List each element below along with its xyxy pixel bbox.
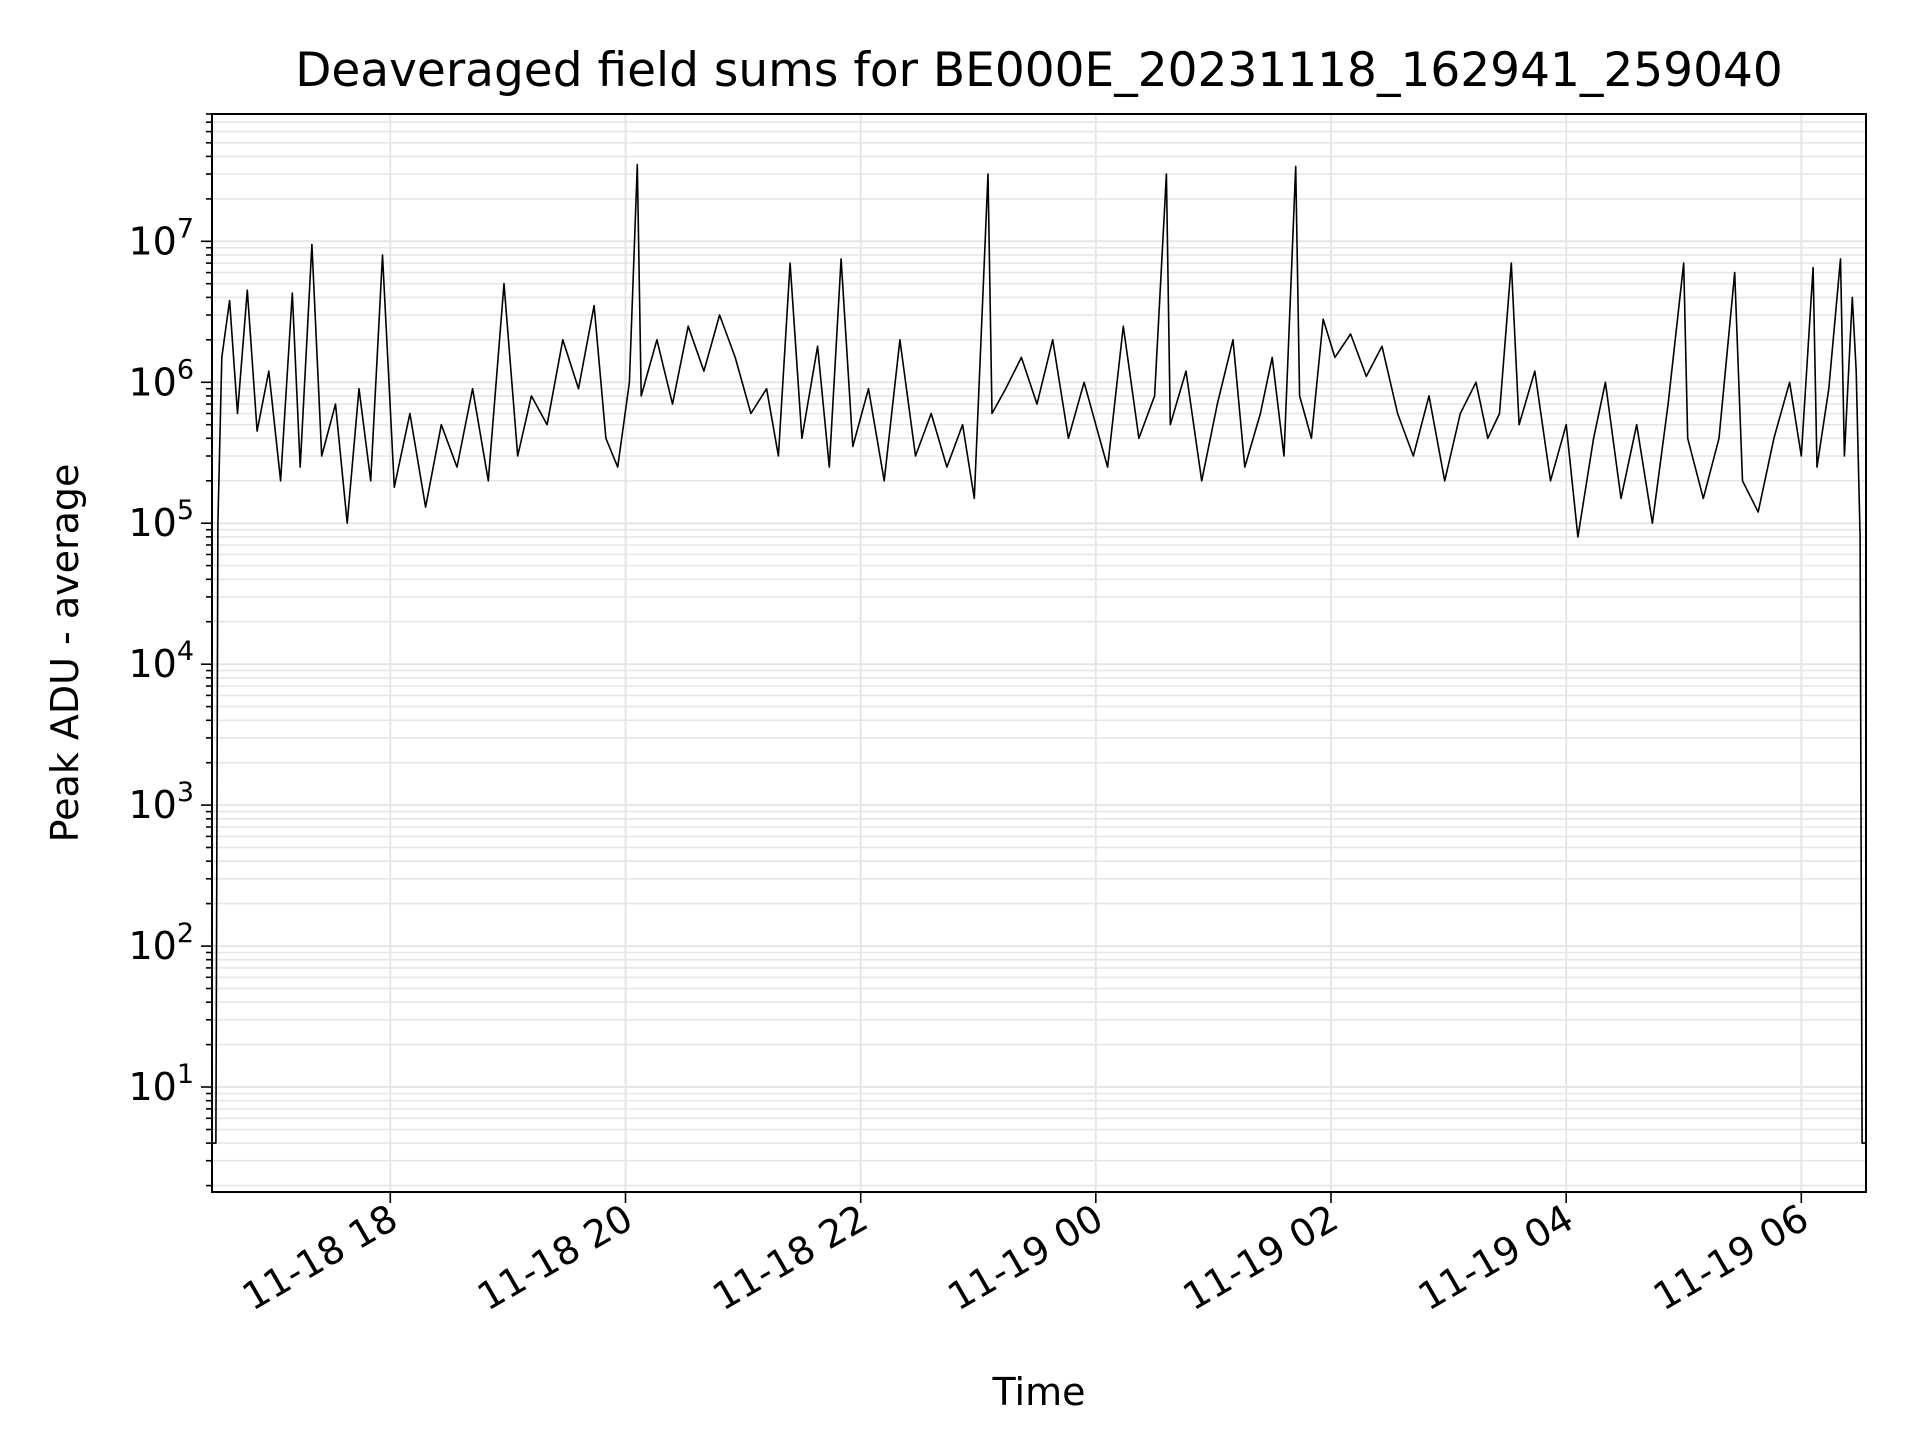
plot-frame — [211, 113, 1867, 1193]
y-axis-label: Peak ADU - average — [43, 464, 87, 843]
y-tick-label: 103 — [128, 777, 194, 827]
x-tick-label: 11-18 18 — [235, 1196, 405, 1320]
y-tick-label: 106 — [128, 354, 194, 404]
series-line — [212, 163, 1866, 1144]
y-tick-label: 107 — [128, 213, 194, 263]
grid-lines — [212, 113, 1866, 1192]
y-tick-label: 105 — [128, 495, 194, 545]
x-tick-label: 11-19 06 — [1646, 1196, 1816, 1320]
y-tick-label: 101 — [128, 1059, 194, 1109]
x-tick-label: 11-19 04 — [1411, 1196, 1581, 1320]
x-tick-label: 11-19 02 — [1176, 1196, 1346, 1320]
x-tick-label: 11-19 00 — [940, 1196, 1110, 1320]
x-axis: 11-18 18 11-18 20 11-18 22 11-19 00 11-19 02… — [235, 1192, 1816, 1319]
y-axis: 101 102 103 104 105 106 107 — [128, 113, 212, 1187]
x-tick-label: 11-18 20 — [470, 1196, 640, 1320]
series-layer — [212, 163, 1866, 1144]
y-tick-label: 102 — [128, 918, 194, 968]
y-tick-label: 104 — [128, 636, 194, 686]
chart-title: Deaveraged field sums for BE000E_2023111… — [295, 43, 1783, 98]
x-axis-label: Time — [992, 1370, 1086, 1414]
x-tick-label: 11-18 22 — [705, 1196, 875, 1320]
